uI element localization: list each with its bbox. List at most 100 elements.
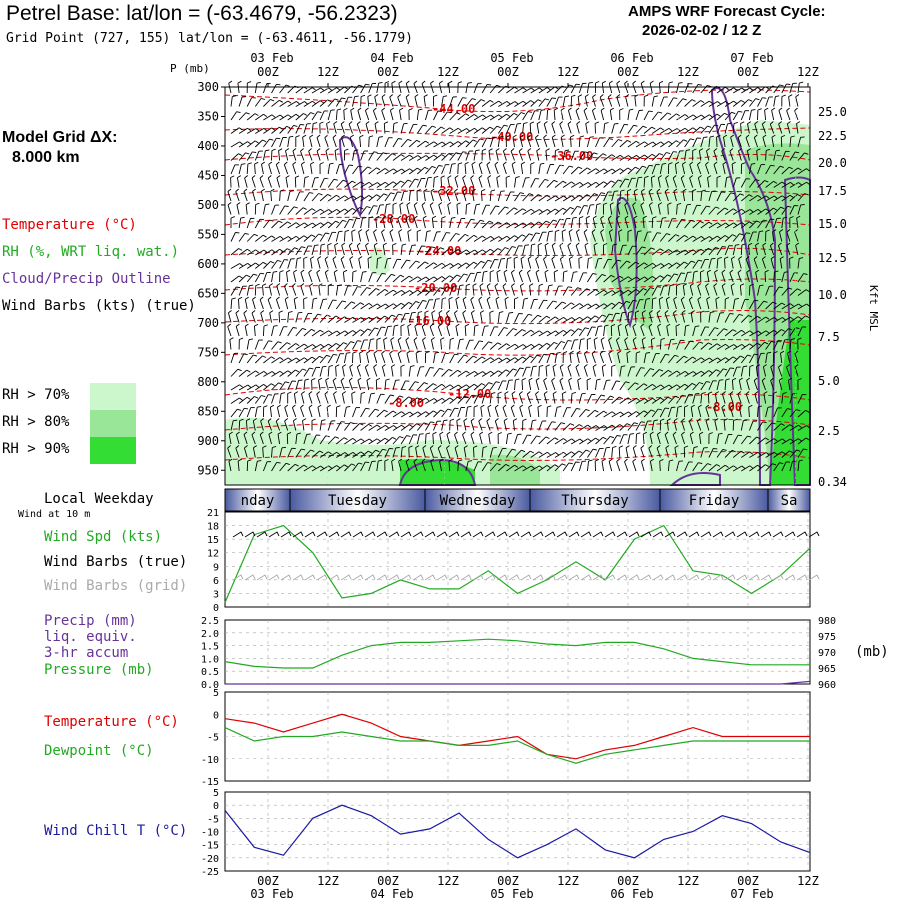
wind-barb-flag <box>473 445 478 448</box>
wind-barb <box>754 393 758 404</box>
wind-barb-flag <box>680 296 685 300</box>
wind-barb <box>530 178 536 188</box>
wind-barb <box>659 339 662 350</box>
wind-barb-flag <box>474 371 478 375</box>
wind-barb <box>738 150 742 161</box>
wind-barb-flag <box>302 134 307 138</box>
wind-barb <box>617 326 621 337</box>
wind-barb-flag <box>714 124 719 127</box>
wind-barb <box>417 140 426 148</box>
grid-wind-barb <box>508 574 520 581</box>
wind-barb <box>632 83 637 94</box>
wind-barb-flag <box>273 270 278 273</box>
wind-barb-flag <box>611 323 616 327</box>
wind-barb <box>789 449 797 458</box>
wind-barb <box>732 208 742 215</box>
wind-barb <box>660 396 669 404</box>
wind-barb-flag <box>425 351 430 354</box>
wind-barb <box>601 461 605 472</box>
wind-barb-flag <box>490 370 495 374</box>
wind-barb-flag <box>692 235 697 239</box>
wind-barb <box>587 273 594 283</box>
wind-barb-flag <box>797 167 802 171</box>
wind-barb-flag <box>697 418 701 422</box>
wind-barb-flag <box>337 108 342 111</box>
wind-barb <box>716 235 726 242</box>
wind-barb-flag <box>301 246 306 249</box>
wind-barb <box>465 204 467 215</box>
wind-barb <box>797 137 802 148</box>
wind-barb <box>238 248 248 256</box>
wind-barb-flag <box>426 230 431 233</box>
surface-wind-barb <box>268 531 280 538</box>
wind-barb-flag <box>721 148 725 152</box>
wind-barb-flag <box>754 391 759 395</box>
wind-barb <box>360 316 370 323</box>
wind-barb <box>570 83 577 94</box>
wind-barb <box>789 438 799 445</box>
wind-barb <box>465 461 469 472</box>
wind-barb-flag <box>660 397 665 401</box>
wind-barb <box>619 190 622 202</box>
temperature-contour-label: -36.00 <box>550 149 593 163</box>
time-tick-label-bottom: 00Z <box>617 874 639 888</box>
wind-barb-flag <box>333 121 338 125</box>
wind-barb <box>399 204 402 215</box>
wind-barb <box>295 235 305 242</box>
wind-barb-flag <box>684 235 689 238</box>
wind-barb <box>656 312 661 323</box>
wind-barb-flag <box>319 121 324 124</box>
wind-barb <box>584 245 588 256</box>
wind-barb <box>579 194 588 202</box>
wind-barb <box>627 289 637 296</box>
wind-barb-flag <box>246 418 251 421</box>
wind-barb <box>643 153 653 161</box>
wind-barb-flag <box>271 371 276 375</box>
wind-barb <box>376 137 380 148</box>
wind-barb-flag <box>417 397 421 401</box>
wind-barb <box>344 164 350 175</box>
wind-barb <box>368 461 373 472</box>
wind-barb-flag <box>748 221 753 225</box>
wind-barb-flag <box>457 141 462 145</box>
wind-barb-flag <box>308 391 313 395</box>
wind-barb <box>457 128 467 134</box>
wind-barb <box>635 288 644 296</box>
wind-barb-flag <box>658 175 662 179</box>
wind-barb-flag <box>344 148 349 151</box>
wind-barb <box>575 245 580 256</box>
wind-barb-flag <box>755 269 760 273</box>
wind-barb <box>416 312 419 323</box>
wind-barb-flag <box>449 418 455 421</box>
wind-barb-flag <box>692 114 697 118</box>
wind-barb-flag <box>664 431 669 435</box>
wind-barb <box>609 204 613 215</box>
wind-barb <box>408 381 416 391</box>
wind-barb <box>243 191 248 202</box>
wind-barbs-grid-label: Wind Barbs (grid) <box>44 578 188 594</box>
wind-barb <box>700 191 703 202</box>
wind-barb-flag <box>270 383 275 386</box>
wind-barb-flag <box>766 148 771 151</box>
wind-barb <box>406 353 410 364</box>
wind-barb <box>749 87 758 94</box>
wind-barb-flag <box>798 182 802 186</box>
wind-barb-flag <box>547 451 551 456</box>
wind-barb-flag <box>490 189 496 192</box>
wind-barb <box>536 123 540 134</box>
wind-barb <box>498 343 507 350</box>
wind-barb-flag <box>391 153 396 156</box>
wind-barb <box>729 272 734 283</box>
wind-barb-flag <box>437 445 442 449</box>
wind-barb <box>352 329 361 337</box>
wind-barb-flag <box>576 205 582 208</box>
wind-barb <box>757 421 763 431</box>
wind-barb-flag <box>770 218 775 221</box>
wind-barb <box>408 276 418 283</box>
wind-barb <box>749 315 758 323</box>
wind-barb <box>700 100 710 107</box>
wind-barb <box>562 451 572 458</box>
wind-barb <box>708 327 715 337</box>
wind-barb-flag <box>584 364 588 368</box>
wind-barb <box>562 317 573 323</box>
